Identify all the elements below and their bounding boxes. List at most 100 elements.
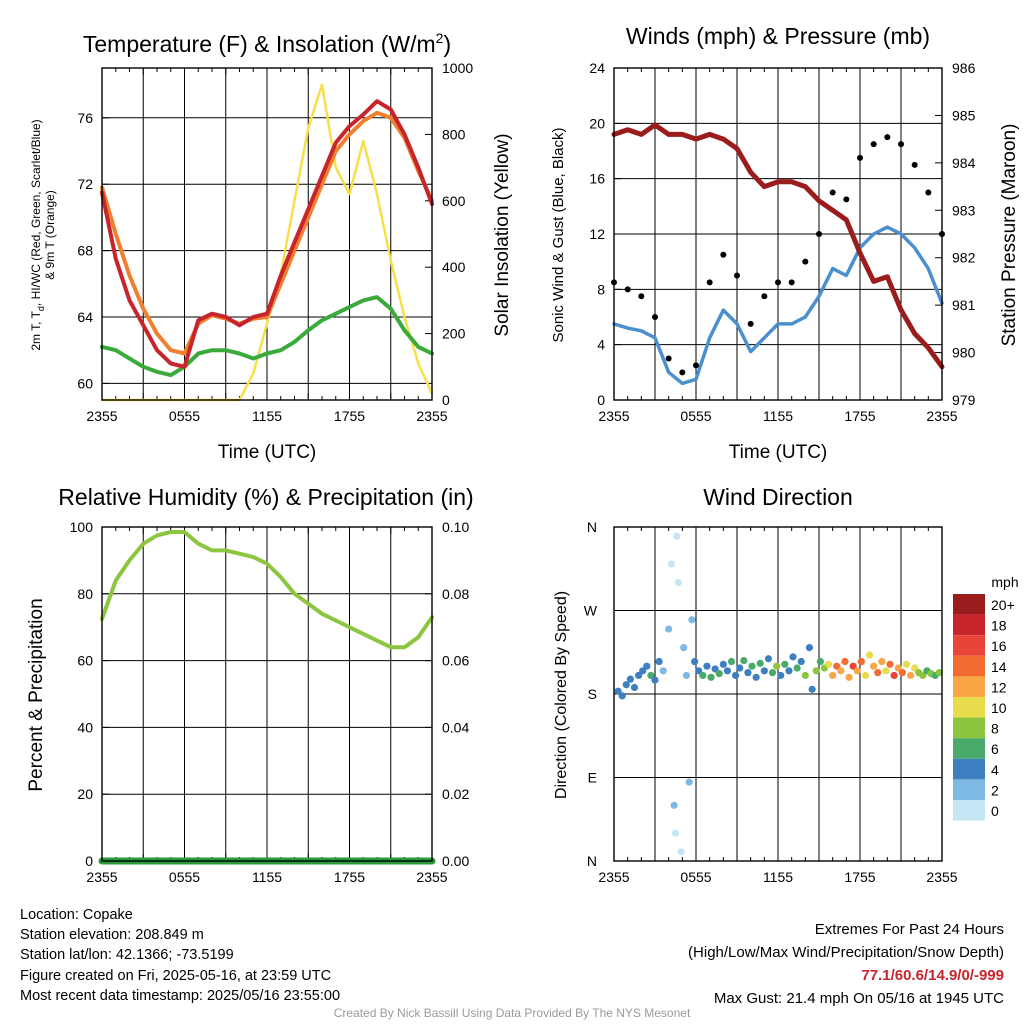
plot-border	[613, 67, 943, 401]
colorbar-label: 16	[991, 638, 1007, 654]
wind-direction-point	[785, 667, 793, 675]
wind-direction-point	[853, 667, 861, 675]
wind-direction-point	[744, 669, 752, 677]
x-tick-label: 1155	[763, 408, 793, 424]
wind-direction-point	[614, 687, 622, 695]
y-tick-label: 12	[589, 226, 605, 242]
y-right-tick-label: 986	[952, 60, 976, 76]
gust-point	[829, 189, 836, 196]
y-right-tick-label: 600	[442, 193, 466, 209]
plot-border	[101, 526, 433, 862]
colorbar-label: 18	[991, 618, 1007, 634]
wind-direction-point	[865, 651, 874, 659]
x-tick-label: 2355	[598, 869, 629, 885]
wind-direction-point	[707, 673, 715, 681]
wind-direction-point	[911, 664, 919, 672]
x-tick-label: 2355	[86, 408, 117, 424]
gust-point	[624, 286, 631, 293]
x-tick-label: 1155	[252, 408, 282, 424]
y-tick-label: 60	[77, 375, 93, 391]
colorbar-swatch	[953, 676, 985, 697]
colorbar-swatch	[953, 738, 985, 759]
wind-direction-point	[837, 667, 845, 675]
wind-direction-point	[805, 644, 814, 652]
wind-direction-point	[695, 667, 703, 675]
gust-point	[802, 258, 809, 265]
wind-direction-point	[890, 671, 898, 680]
y-right-tick-label: 0.02	[442, 786, 469, 802]
wind-direction-point	[703, 662, 711, 670]
colorbar-swatch	[953, 717, 985, 739]
x-tick-label: 0555	[169, 408, 200, 424]
gust-point	[884, 134, 891, 141]
gust-point	[638, 293, 645, 300]
plot-border	[613, 526, 943, 862]
wind-direction-point	[643, 662, 651, 670]
gust-point	[761, 293, 768, 300]
x-axis-title: Time (UTC)	[729, 442, 828, 463]
x-tick-label: 2355	[416, 408, 447, 424]
colorbar-label: 0	[991, 803, 999, 819]
wind-direction-point	[699, 671, 707, 680]
wind-direction-point	[674, 579, 682, 587]
x-axis-title: Time (UTC)	[218, 442, 317, 463]
y-right-tick-label: 0.04	[442, 719, 469, 735]
wind-direction-point	[882, 667, 890, 675]
y-axis-title-left: Sonic Wind & Gust (Blue, Black)	[550, 127, 567, 342]
wind-direction-point	[727, 657, 736, 666]
gust-point	[898, 141, 904, 148]
y-right-tick-label: 0.10	[442, 519, 469, 535]
gust-point	[706, 279, 713, 286]
plot-border	[101, 67, 433, 401]
relative-humidity-line	[100, 530, 434, 650]
wind-direction-point	[719, 660, 727, 668]
elevation-text: Station elevation: 208.849 m	[20, 927, 204, 944]
gust-point	[734, 272, 740, 279]
wind-direction-point	[919, 671, 927, 680]
wind-direction-point	[824, 660, 833, 668]
wind-direction-point	[829, 671, 837, 680]
y-tick-label: E	[588, 770, 597, 786]
x-tick-label: 1155	[252, 869, 282, 885]
y-tick-label: 4	[597, 337, 605, 353]
wind-direction-point	[789, 653, 797, 661]
y-tick-label: 76	[77, 110, 93, 126]
wind-direction-point	[677, 848, 685, 856]
panel-title: Relative Humidity (%) & Precipitation (i…	[58, 484, 473, 510]
extremes-subtitle: (High/Low/Max Wind/Precipitation/Snow De…	[688, 944, 1004, 961]
wind-direction-point	[659, 667, 667, 675]
wind-direction-point	[667, 560, 676, 568]
chart-panel-2: 2355 0555 1155 1755 235504812162024979980981…	[550, 23, 1020, 463]
gust-point	[788, 279, 795, 286]
panel-title: Wind Direction	[703, 484, 853, 510]
wind-direction-point	[618, 692, 626, 700]
td-line	[100, 295, 434, 378]
wind-direction-point	[682, 671, 691, 680]
colorbar-label: 14	[991, 659, 1007, 675]
y-tick-label: W	[584, 603, 598, 619]
y-axis-title: Direction (Colored By Speed)	[553, 591, 570, 799]
wind-direction-point	[685, 778, 693, 786]
colorbar-label: 20+	[991, 597, 1015, 613]
y-right-tick-label: 980	[952, 345, 976, 361]
wind-direction-point	[801, 671, 809, 680]
y-axis-title-right: Station Pressure (Maroon)	[999, 124, 1020, 347]
y-right-tick-label: 1000	[442, 60, 473, 76]
wind-direction-point	[874, 669, 882, 677]
y-right-tick-label: 800	[442, 126, 466, 142]
y-tick-label: 60	[77, 653, 93, 669]
y-tick-label: 16	[589, 171, 605, 187]
wind-direction-point	[691, 657, 699, 666]
y-tick-label: 68	[77, 243, 93, 259]
wind-direction-point	[752, 673, 760, 681]
colorbar-label: 2	[991, 782, 999, 798]
wind-direction-point	[898, 669, 906, 677]
x-tick-label: 2355	[926, 869, 957, 885]
gust-point	[747, 320, 754, 327]
x-tick-label: 2355	[86, 869, 117, 885]
y-axis-title-right: Solar Insolation (Yellow)	[492, 133, 513, 336]
y-tick-label: 40	[77, 719, 93, 735]
x-tick-label: 0555	[680, 408, 711, 424]
extremes-values: 77.1/60.6/14.9/0/-999	[861, 967, 1004, 984]
